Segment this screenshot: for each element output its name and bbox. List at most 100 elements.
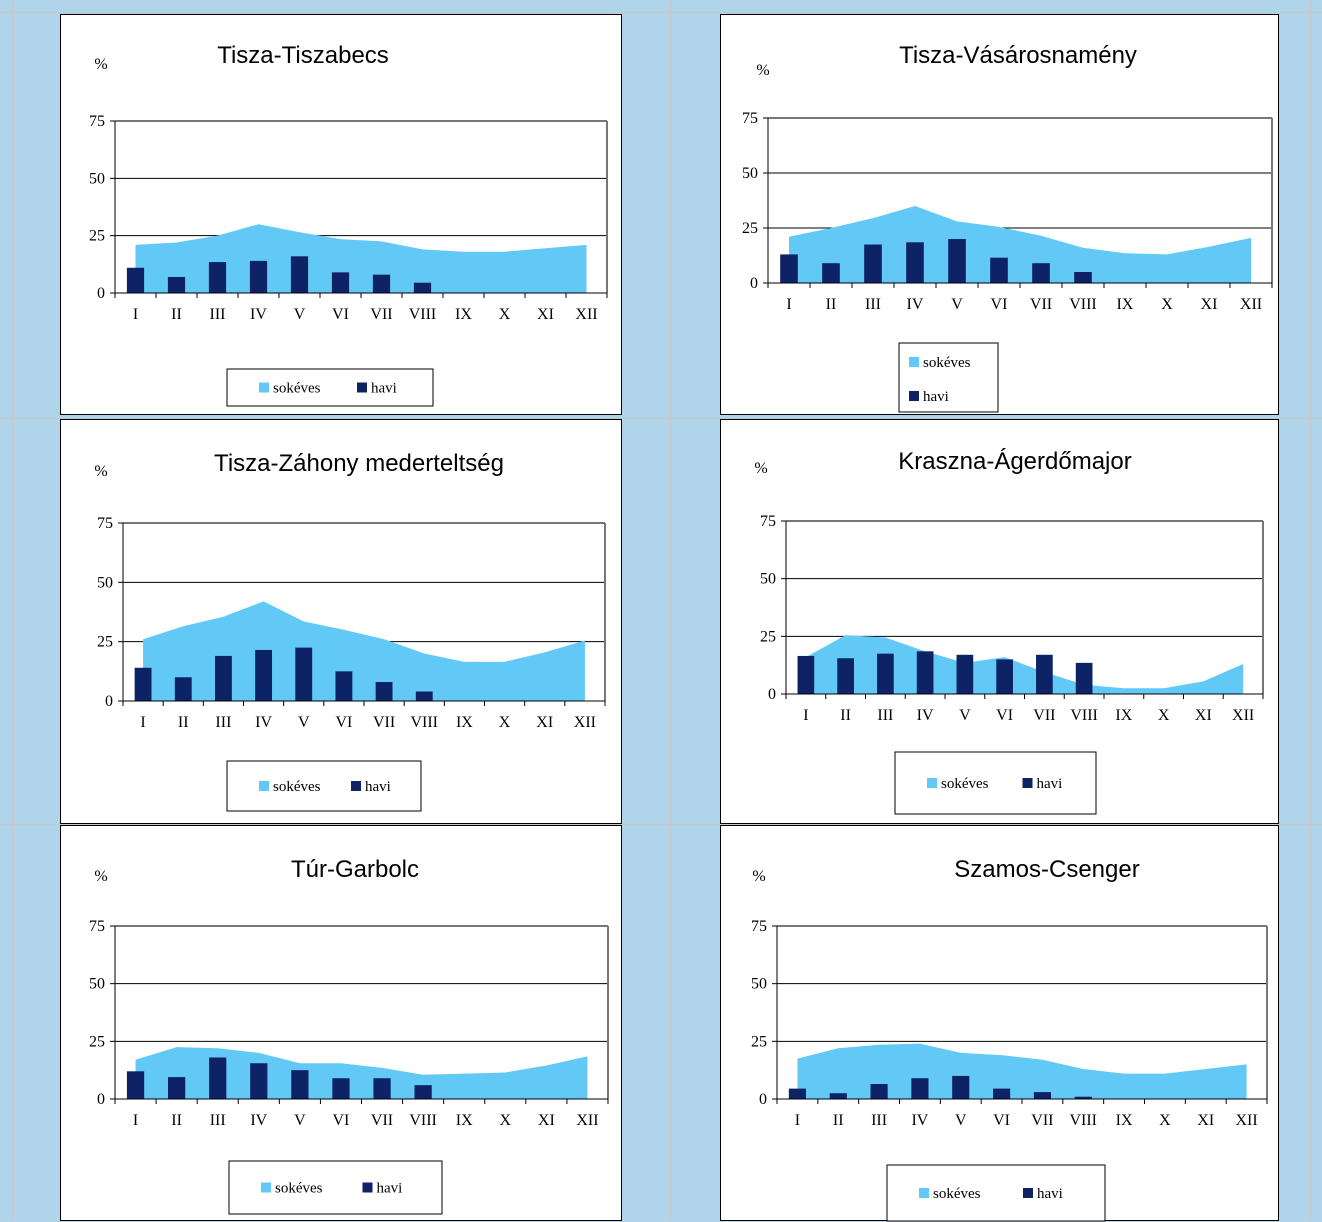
bar-havi: [414, 1085, 432, 1099]
x-tick-label: II: [833, 1112, 844, 1129]
x-tick-label: X: [499, 714, 511, 731]
bar-havi: [335, 671, 353, 701]
bar-havi: [290, 256, 309, 293]
x-tick-label: VIII: [1070, 707, 1098, 724]
x-tick-label: III: [210, 306, 226, 323]
bar-havi: [952, 1075, 970, 1099]
chart-panel: Túr-Garbolc% 0 25 50 75 I II III IV V VI VII VIII IX X…: [60, 825, 622, 1221]
x-tick-label: V: [959, 707, 971, 724]
y-tick-label: 0: [768, 686, 776, 703]
legend-item-havi: havi: [1037, 776, 1063, 792]
legend-item-sokeves: sokéves: [273, 779, 321, 795]
x-tick-label: XII: [1240, 296, 1262, 313]
bar-havi: [990, 257, 1008, 283]
x-tick-label: XI: [536, 714, 553, 731]
x-tick-label: III: [865, 296, 881, 313]
x-tick-label: III: [877, 707, 893, 724]
table-grid-line: [670, 0, 671, 1221]
x-tick-label: X: [1158, 707, 1170, 724]
y-tick-label: 0: [97, 285, 105, 302]
legend-swatch: [259, 382, 269, 393]
x-tick-label: XI: [1195, 707, 1212, 724]
bar-havi: [413, 282, 432, 293]
x-tick-label: IV: [917, 707, 934, 724]
x-tick-label: XII: [576, 1112, 598, 1129]
series-area-sokeves: [789, 206, 1251, 283]
x-tick-label: IX: [456, 1112, 473, 1129]
bar-havi: [332, 1078, 350, 1099]
legend-item-havi: havi: [365, 779, 391, 795]
x-tick-label: V: [955, 1112, 967, 1129]
x-tick-label: VII: [1033, 707, 1055, 724]
bar-havi: [780, 254, 798, 283]
y-tick-label: 75: [97, 515, 113, 532]
y-tick-label: 50: [89, 170, 105, 187]
bar-havi: [1036, 654, 1053, 694]
x-tick-label: X: [500, 1112, 512, 1129]
bar-havi: [126, 267, 145, 293]
table-grid-line: [0, 12, 1322, 13]
x-tick-label: I: [803, 707, 808, 724]
bar-havi: [373, 1078, 391, 1099]
bar-havi: [1074, 272, 1092, 283]
legend-item-sokeves: sokéves: [923, 355, 971, 371]
bar-havi: [870, 1084, 888, 1099]
series-area-sokeves: [805, 635, 1244, 694]
chart-panel: Szamos-Csenger% 0 25 50 75 I II III IV V VI VII VIII…: [720, 825, 1279, 1222]
bar-havi: [1075, 662, 1093, 694]
bar-havi: [255, 649, 273, 701]
bar-havi: [208, 262, 227, 293]
x-tick-label: VIII: [409, 1112, 437, 1129]
x-tick-label: II: [178, 714, 189, 731]
chart-panel: Tisza-Tiszabecs% 0 25 50 75 I II III IV V VI VII VII…: [60, 14, 622, 415]
y-tick-label: 0: [105, 693, 113, 710]
bar-havi: [295, 647, 313, 701]
bar-havi: [864, 244, 882, 283]
bar-havi: [1074, 1096, 1092, 1099]
y-unit-label: %: [754, 460, 767, 477]
bar-havi: [250, 1063, 268, 1099]
x-tick-label: VIII: [410, 714, 438, 731]
x-tick-label: I: [786, 296, 791, 313]
bar-havi: [829, 1093, 847, 1099]
y-tick-label: 0: [750, 275, 758, 292]
bar-havi: [906, 242, 924, 283]
x-tick-label: XI: [537, 306, 554, 323]
y-unit-label: %: [94, 868, 107, 885]
bar-havi: [415, 691, 433, 701]
x-tick-label: I: [133, 1112, 138, 1129]
legend-item-havi: havi: [923, 389, 949, 405]
legend-swatch: [1023, 1188, 1033, 1198]
y-tick-label: 75: [742, 110, 758, 127]
legend-box: [894, 751, 1097, 815]
x-tick-label: III: [871, 1112, 887, 1129]
bar-havi: [126, 1071, 145, 1099]
y-unit-label: %: [94, 56, 107, 73]
y-unit-label: %: [94, 463, 107, 480]
y-tick-label: 0: [97, 1091, 105, 1108]
x-tick-label: IX: [1117, 296, 1134, 313]
legend-item-sokeves: sokéves: [273, 381, 321, 397]
bar-havi: [249, 260, 268, 293]
bar-havi: [996, 659, 1013, 694]
x-tick-label: XII: [1232, 707, 1254, 724]
x-tick-label: V: [294, 306, 306, 323]
legend-box: [226, 368, 434, 407]
chart-title: Szamos-Csenger: [954, 856, 1139, 883]
chart-title: Túr-Garbolc: [291, 856, 419, 883]
legend-item-havi: havi: [1037, 1186, 1063, 1202]
y-tick-label: 75: [89, 918, 105, 935]
series-area-sokeves: [143, 601, 585, 701]
bar-havi: [214, 655, 232, 701]
legend-item-havi: havi: [377, 1181, 403, 1197]
x-tick-label: IX: [1116, 1112, 1133, 1129]
bar-havi: [1032, 263, 1050, 283]
series-area-sokeves: [135, 224, 587, 293]
x-tick-label: II: [840, 707, 851, 724]
x-tick-label: VII: [370, 306, 392, 323]
legend-swatch: [919, 1188, 929, 1198]
